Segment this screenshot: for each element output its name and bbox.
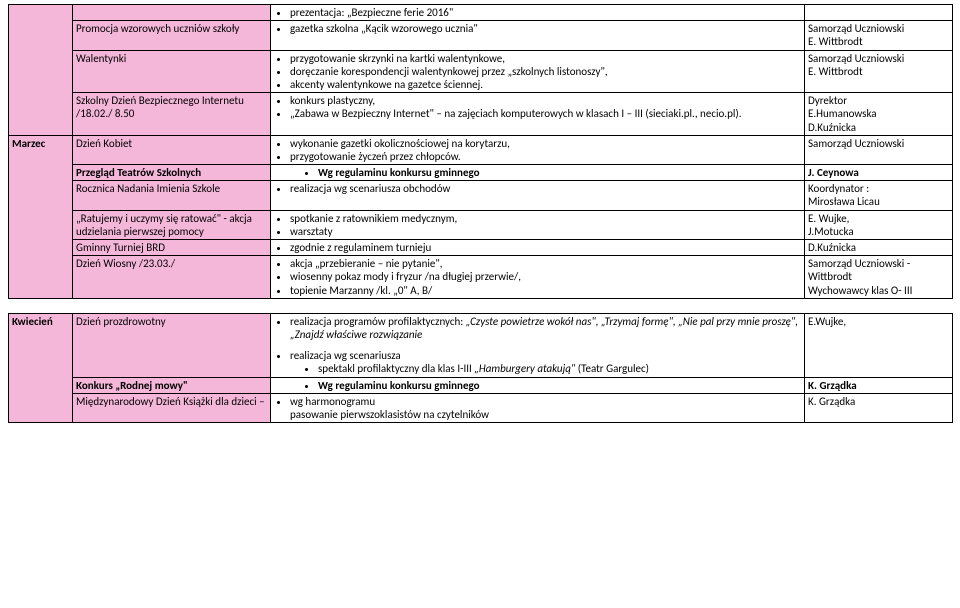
activity-item: akcenty walentynkowe na gazetce ściennej… — [290, 78, 801, 91]
responsible-cell: J. Ceynowa — [805, 165, 953, 181]
activities-cell: konkurs plastyczny, „Zabawa w Bezpieczny… — [271, 93, 805, 136]
activities-cell: zgodnie z regulaminem turnieju — [271, 240, 805, 256]
activities-cell: wykonanie gazetki okolicznościowej na ko… — [271, 135, 805, 164]
responsible-text: Koordynator : Mirosława Licau — [808, 182, 880, 208]
event-cell: Rocznica Nadania Imienia Szkole — [73, 181, 271, 210]
activity-item: wykonanie gazetki okolicznościowej na ko… — [290, 137, 801, 150]
activities-cell: Wg regulaminu konkursu gminnego — [271, 377, 805, 393]
activity-item: realizacja programów profilaktycznych: „… — [290, 315, 801, 341]
responsible-cell — [805, 5, 953, 21]
activity-item: przygotowanie skrzynki na kartki walenty… — [290, 52, 801, 65]
event-title: Przegląd Teatrów Szkolnych — [76, 166, 201, 179]
activities-cell: gazetka szkolna „Kącik wzorowego ucznia" — [271, 21, 805, 50]
spacer-row — [9, 298, 953, 313]
event-title: Rocznica Nadania Imienia Szkole — [76, 182, 220, 195]
activity-item: konkurs plastyczny, — [290, 94, 801, 107]
activities-cell: realizacja wg scenariusza obchodów — [271, 181, 805, 210]
activity-item: przygotowanie życzeń przez chłopców. — [290, 150, 801, 163]
responsible-cell: E.Wujke, — [805, 313, 953, 377]
activity-item: akcja „przebieranie – nie pytanie", — [290, 257, 801, 270]
responsible-text: Samorząd Uczniowski E. Wittbrodt — [808, 52, 904, 78]
responsible-text: K. Grządka — [808, 379, 857, 392]
event-cell: Promocja wzorowych uczniów szkoły — [73, 21, 271, 50]
activity-prefix: realizacja programów profilaktycznych: — [290, 315, 466, 328]
responsible-text: D.Kuźnicka — [808, 241, 856, 254]
event-title: Promocja wzorowych uczniów szkoły — [76, 22, 239, 35]
responsible-text: Samorząd Uczniowski — [808, 137, 904, 150]
activity-item: prezentacja: „Bezpieczne ferie 2016" — [290, 6, 801, 19]
activity-item: wiosenny pokaz mody i fryzur /na długiej… — [290, 270, 801, 283]
activity-item: „Zabawa w Bezpieczny Internet" – na zaję… — [290, 107, 801, 120]
event-title: Gminny Turniej BRD — [76, 241, 165, 254]
activity-item: realizacja wg scenariusza obchodów — [290, 182, 801, 195]
event-cell: Międzynarodowy Dzień Książki dla dzieci … — [73, 393, 271, 422]
month-cell-kwiecien: Kwiecień — [9, 313, 73, 422]
event-cell: Dzień Kobiet — [73, 135, 271, 164]
responsible-cell: Samorząd Uczniowski — [805, 135, 953, 164]
event-title: „Ratujemy i uczymy się ratować" - akcja … — [76, 212, 252, 238]
responsible-cell: Samorząd Uczniowski E. Wittbrodt — [805, 21, 953, 50]
responsible-cell: Dyrektor E.Humanowska D.Kuźnicka — [805, 93, 953, 136]
activity-item: warsztaty — [290, 225, 801, 238]
activity-prefix: spektakl profilaktyczny dla klas I-III — [318, 362, 474, 375]
event-cell: Konkurs „Rodnej mowy" — [73, 377, 271, 393]
schedule-table: prezentacja: „Bezpieczne ferie 2016" Pro… — [8, 4, 953, 423]
responsible-text: K. Grządka — [808, 395, 855, 408]
activity-item: Wg regulaminu konkursu gminnego — [318, 166, 801, 179]
responsible-cell: K. Grządka — [805, 393, 953, 422]
activities-cell: Wg regulaminu konkursu gminnego — [271, 165, 805, 181]
activities-cell: prezentacja: „Bezpieczne ferie 2016" — [271, 5, 805, 21]
activities-cell: przygotowanie skrzynki na kartki walenty… — [271, 50, 805, 93]
activity-item: wg harmonogramu pasowanie pierwszoklasis… — [290, 395, 801, 421]
responsible-text: E.Wujke, — [808, 315, 846, 328]
responsible-text: E. Wujke, J.Motucka — [808, 212, 854, 238]
event-title: Konkurs „Rodnej mowy" — [76, 379, 188, 392]
month-cell-marzec: Marzec — [9, 135, 73, 298]
month-label: Marzec — [12, 137, 45, 150]
activity-item: realizacja wg scenariusza — [290, 349, 801, 362]
activity-italic: „Hamburgery atakują" — [474, 362, 575, 375]
activity-item: spektakl profilaktyczny dla klas I-III „… — [318, 362, 801, 375]
responsible-cell: E. Wujke, J.Motucka — [805, 210, 953, 239]
event-cell: Dzień prozdrowotny — [73, 313, 271, 377]
responsible-cell: Koordynator : Mirosława Licau — [805, 181, 953, 210]
event-title: Dzień prozdrowotny — [76, 315, 166, 328]
responsible-text: Dyrektor E.Humanowska D.Kuźnicka — [808, 94, 877, 133]
responsible-cell: K. Grządka — [805, 377, 953, 393]
activity-item: gazetka szkolna „Kącik wzorowego ucznia" — [290, 22, 801, 35]
activities-cell: akcja „przebieranie – nie pytanie", wios… — [271, 256, 805, 299]
responsible-text: Samorząd Uczniowski E. Wittbrodt — [808, 22, 904, 48]
event-cell: Dzień Wiosny /23.03./ — [73, 256, 271, 299]
responsible-text: Samorząd Uczniowski -Wittbrodt Wychowawc… — [808, 257, 912, 296]
activity-item: doręczanie korespondencji walentynkowej … — [290, 65, 801, 78]
activity-item: spotkanie z ratownikiem medycznym, — [290, 212, 801, 225]
month-label: Kwiecień — [12, 315, 53, 328]
event-title: Międzynarodowy Dzień Książki dla dzieci … — [76, 395, 265, 408]
event-cell: Szkolny Dzień Bezpiecznego Internetu /18… — [73, 93, 271, 136]
month-cell-empty — [9, 5, 73, 136]
event-cell: Gminny Turniej BRD — [73, 240, 271, 256]
responsible-cell: Samorząd Uczniowski E. Wittbrodt — [805, 50, 953, 93]
activity-item: topienie Marzanny /kl. „0" A, B/ — [290, 284, 801, 297]
event-cell: Walentynki — [73, 50, 271, 93]
responsible-cell: D.Kuźnicka — [805, 240, 953, 256]
activities-cell: spotkanie z ratownikiem medycznym, warsz… — [271, 210, 805, 239]
event-title: Szkolny Dzień Bezpiecznego Internetu /18… — [76, 94, 244, 120]
activity-item: zgodnie z regulaminem turnieju — [290, 241, 801, 254]
event-cell — [73, 5, 271, 21]
activities-cell: wg harmonogramu pasowanie pierwszoklasis… — [271, 393, 805, 422]
event-title: Dzień Kobiet — [76, 137, 132, 150]
event-cell: „Ratujemy i uczymy się ratować" - akcja … — [73, 210, 271, 239]
event-cell: Przegląd Teatrów Szkolnych — [73, 165, 271, 181]
activity-item: Wg regulaminu konkursu gminnego — [318, 379, 801, 392]
responsible-cell: Samorząd Uczniowski -Wittbrodt Wychowawc… — [805, 256, 953, 299]
activities-cell: realizacja programów profilaktycznych: „… — [271, 313, 805, 377]
activity-suffix: (Teatr Gargulec) — [575, 362, 649, 375]
event-title: Walentynki — [76, 52, 126, 65]
event-title: Dzień Wiosny /23.03./ — [76, 257, 175, 270]
responsible-text: J. Ceynowa — [808, 166, 859, 179]
